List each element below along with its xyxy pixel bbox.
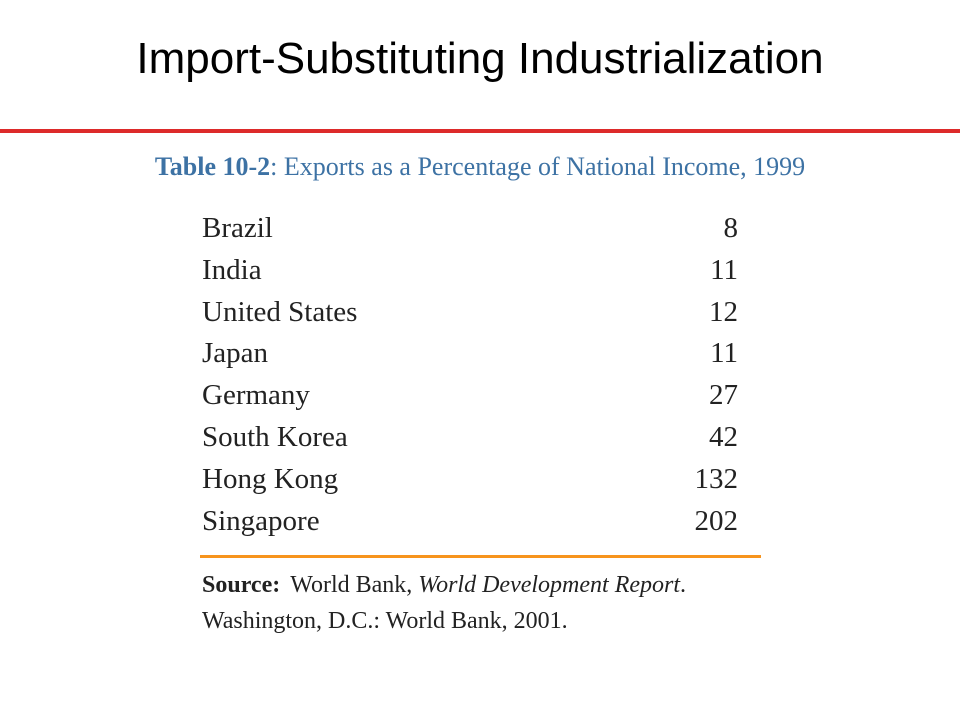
source-note: Source: World Bank, World Development Rep… [202,572,686,599]
source-report-title: World Development Report [418,572,681,598]
country-name: United States [202,295,358,328]
title-divider [0,129,960,133]
table-row: Singapore 202 [202,502,738,544]
country-name: South Korea [202,420,348,453]
source-label: Source: [202,572,281,598]
source-publication-line: Washington, D.C.: World Bank, 2001. [202,608,568,634]
table-caption-label: Table 10-2 [154,152,271,181]
export-percentage: 27 [709,379,738,412]
country-name: Germany [202,379,310,412]
export-percentage: 42 [709,420,738,453]
source-divider [200,555,761,558]
table-row: South Korea 42 [202,418,738,460]
table-row: Brazil 8 [202,209,738,251]
source-publisher: World Bank, [290,572,419,598]
export-percentage: 8 [723,212,739,244]
country-name: India [202,253,262,286]
country-name: Brazil [202,212,273,244]
table-caption-separator: : [270,152,278,181]
export-percentage: 12 [709,295,738,328]
table-caption-text: Exports as a Percentage of National Inco… [277,152,806,181]
table-row: Germany 27 [202,376,738,418]
table-row: India 11 [202,251,738,293]
country-name: Japan [202,337,269,370]
exports-table: Brazil 8 India 11 United States 12 Japan… [202,209,738,543]
country-name: Hong Kong [202,462,339,495]
country-name: Singapore [202,504,320,537]
table-row: Japan 11 [202,334,738,376]
table-caption: Table 10-2: Exports as a Percentage of N… [0,152,960,182]
slide-title: Import-Substituting Industrialization [136,34,824,83]
export-percentage: 11 [710,253,738,286]
export-percentage: 202 [694,504,739,537]
table-row: Hong Kong 132 [202,460,738,502]
export-percentage: 11 [710,337,738,370]
source-title-period: . [680,572,687,598]
table-row: United States 12 [202,293,738,335]
export-percentage: 132 [694,462,739,495]
